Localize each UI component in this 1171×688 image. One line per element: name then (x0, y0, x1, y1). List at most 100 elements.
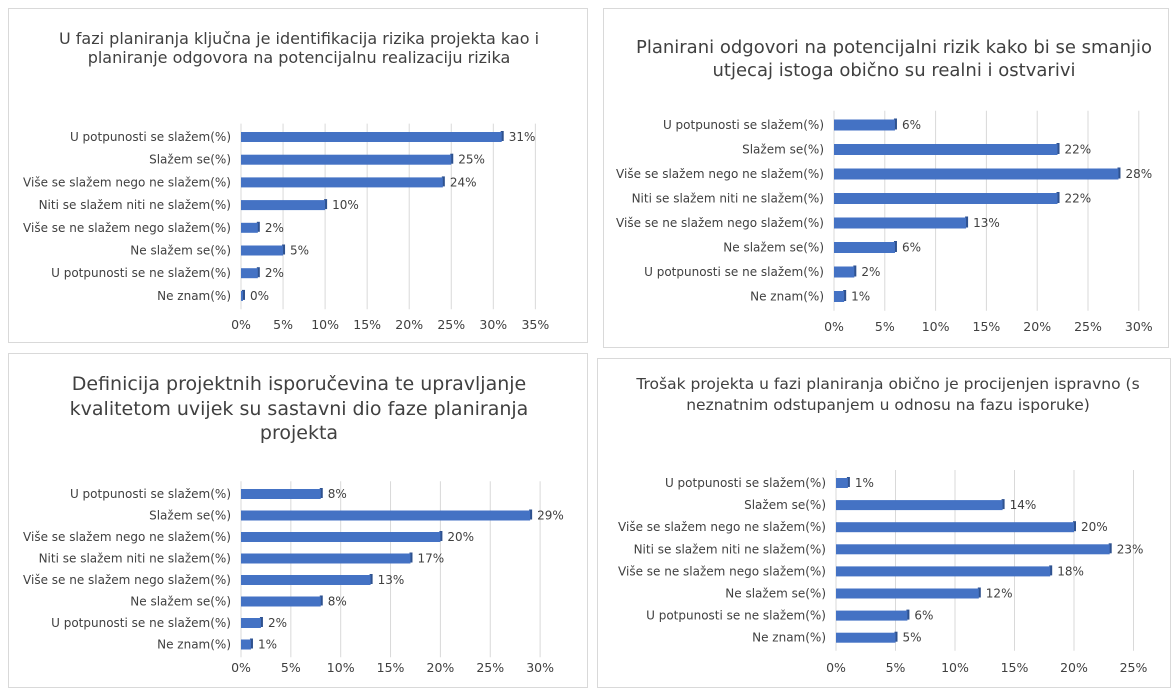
category-label: Više se ne slažem nego slažem(%) (23, 573, 231, 587)
bar (241, 177, 443, 187)
bar (834, 193, 1058, 204)
x-tick-label: 25% (476, 660, 504, 675)
category-label: U potpunosti se ne slažem(%) (51, 266, 231, 280)
category-label: Više se slažem nego ne slažem(%) (23, 530, 231, 544)
data-label: 31% (509, 130, 536, 144)
bar (241, 291, 243, 301)
bar-chart: 0% 5% 10% 15% 20% 25% 30% U potpunosti se slaže… (9, 354, 587, 687)
data-label: 12% (986, 587, 1013, 601)
x-tick-label: 20% (427, 660, 455, 675)
category-label: U potpunosti se ne slažem(%) (646, 609, 826, 623)
bar-chart: 0% 5% 10% 15% 20% 25% U potpunosti se slažem(%… (598, 359, 1170, 687)
category-label: U potpunosti se slažem(%) (70, 130, 231, 144)
category-label: Ne znam(%) (752, 631, 826, 645)
x-tick-label: 30% (526, 660, 554, 675)
data-label: 20% (447, 530, 474, 544)
bar-chart: 0% 5% 10% 15% 20% 25% 30% U potpunosti se slaže… (604, 9, 1168, 347)
bar (834, 218, 966, 229)
data-label: 2% (861, 265, 880, 279)
x-tick-label: 5% (886, 660, 906, 675)
bar (834, 144, 1058, 155)
bar (241, 155, 451, 165)
bar (241, 618, 261, 628)
category-label: Niti se slažem niti ne slažem(%) (634, 542, 826, 556)
category-label: Niti se slažem niti ne slažem(%) (39, 198, 231, 212)
category-label: U potpunosti se ne slažem(%) (51, 616, 231, 630)
data-label: 6% (914, 609, 933, 623)
data-label: 8% (328, 595, 347, 609)
data-label: 22% (1065, 192, 1092, 206)
x-tick-label: 5% (875, 319, 895, 334)
bar (241, 223, 258, 233)
category-label: Više se ne slažem nego slažem(%) (618, 564, 826, 578)
data-label: 23% (1117, 542, 1144, 556)
data-label: 2% (265, 221, 284, 235)
data-label: 1% (855, 476, 874, 490)
data-label: 1% (851, 290, 870, 304)
category-label: Ne znam(%) (157, 638, 231, 652)
category-label: Više se slažem nego ne slažem(%) (618, 520, 826, 534)
data-label: 1% (258, 638, 277, 652)
data-label: 13% (378, 573, 405, 587)
bar (834, 291, 844, 302)
category-label: Slažem se(%) (149, 509, 231, 523)
category-label: Više se ne slažem nego slažem(%) (23, 221, 231, 235)
bar (836, 500, 1003, 510)
bar (834, 120, 895, 131)
chart-panel-risk-identification: U fazi planiranja ključna je identifikac… (8, 8, 588, 343)
x-tick-label: 30% (1125, 319, 1153, 334)
data-label: 24% (450, 175, 477, 189)
x-tick-label: 0% (826, 660, 846, 675)
data-label: 10% (332, 198, 359, 212)
x-tick-label: 10% (941, 660, 969, 675)
bar (836, 522, 1074, 532)
data-label: 29% (537, 509, 564, 523)
category-label: Slažem se(%) (744, 498, 826, 512)
x-tick-label: 25% (1074, 319, 1102, 334)
data-label: 22% (1065, 143, 1092, 157)
bar (241, 597, 321, 607)
category-label: U potpunosti se slažem(%) (70, 487, 231, 501)
bar (836, 633, 896, 643)
chart-panel-cost-estimate: Trošak projekta u fazi planiranja obično… (597, 358, 1171, 688)
chart-panel-risk-responses: Planirani odgovori na potencijalni rizik… (603, 8, 1169, 348)
category-label: U potpunosti se slažem(%) (663, 118, 824, 132)
bar (836, 589, 979, 599)
data-label: 0% (250, 289, 269, 303)
x-tick-label: 10% (327, 660, 355, 675)
bar (241, 575, 371, 585)
bar-chart: 0% 5% 10% 15% 20% 25% 30% 35%U potpunosti se sl… (9, 9, 587, 342)
category-label: Ne znam(%) (750, 290, 824, 304)
x-tick-label: 5% (273, 317, 293, 332)
x-tick-label: 10% (922, 319, 950, 334)
bar (836, 544, 1110, 554)
x-tick-label: 15% (1001, 660, 1029, 675)
category-label: U potpunosti se slažem(%) (665, 476, 826, 490)
x-tick-label: 30% (479, 317, 507, 332)
x-tick-label: 15% (973, 319, 1001, 334)
data-label: 6% (902, 118, 921, 132)
data-label: 8% (328, 487, 347, 501)
bar (836, 566, 1050, 576)
x-tick-label: 35% (521, 317, 549, 332)
category-label: Ne slažem se(%) (723, 241, 824, 255)
bar (241, 511, 530, 521)
x-tick-label: 0% (231, 317, 251, 332)
bar (836, 478, 848, 488)
x-tick-label: 0% (231, 660, 251, 675)
data-label: 5% (903, 631, 922, 645)
category-label: Slažem se(%) (742, 143, 824, 157)
x-tick-label: 20% (395, 317, 423, 332)
data-label: 20% (1081, 520, 1108, 534)
bar (241, 489, 321, 499)
category-label: Ne slažem se(%) (130, 595, 231, 609)
x-tick-label: 10% (311, 317, 339, 332)
bar (836, 611, 907, 621)
x-tick-label: 25% (437, 317, 465, 332)
category-label: U potpunosti se ne slažem(%) (644, 265, 824, 279)
x-tick-label: 15% (377, 660, 405, 675)
data-label: 6% (902, 241, 921, 255)
category-label: Niti se slažem niti ne slažem(%) (39, 552, 231, 566)
data-label: 28% (1125, 167, 1152, 181)
bar (834, 242, 895, 253)
